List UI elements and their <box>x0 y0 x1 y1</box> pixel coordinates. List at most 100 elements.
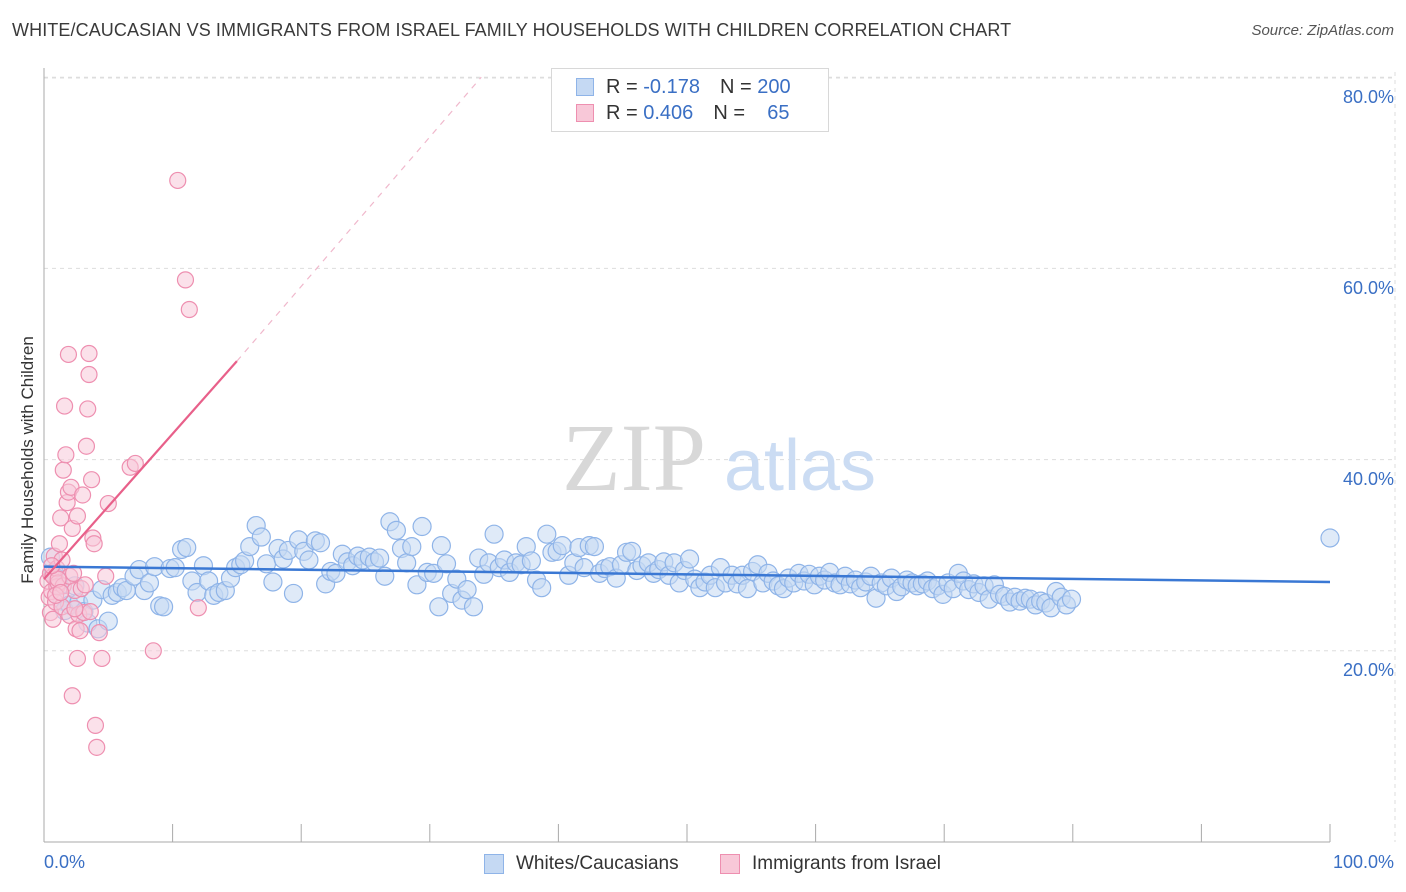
data-point-whites <box>263 572 283 592</box>
data-point-israel <box>57 446 75 464</box>
data-point-israel <box>54 461 72 479</box>
y-tick-label: 20.0% <box>1342 660 1394 680</box>
data-point-whites <box>299 550 319 570</box>
data-point-whites <box>1320 528 1340 548</box>
x-tick-label: 100.0% <box>1332 852 1394 872</box>
data-point-whites <box>424 563 444 583</box>
data-point-israel <box>79 400 97 418</box>
axes <box>43 68 1331 843</box>
data-point-whites <box>457 580 477 600</box>
y-tick-label: 80.0% <box>1342 87 1394 107</box>
data-point-israel <box>55 397 74 415</box>
r-value: 0.406 <box>643 101 694 124</box>
data-point-israel <box>71 622 89 640</box>
data-point-whites <box>153 597 174 617</box>
legend-item-whites[interactable]: Whites/Caucasians <box>484 852 679 876</box>
correlation-legend: R = -0.178 N = 200 R = 0.406 N = 65 <box>551 68 829 132</box>
data-point-whites <box>537 524 557 544</box>
data-point-whites <box>397 553 417 573</box>
data-point-israel <box>86 716 105 734</box>
data-point-whites <box>552 536 572 556</box>
r-label: R = <box>606 101 638 124</box>
data-point-whites <box>679 549 700 569</box>
data-point-whites <box>386 520 406 540</box>
r-label: R = <box>606 75 638 98</box>
data-point-israel <box>52 583 70 602</box>
legend-item-israel[interactable]: Immigrants from Israel <box>720 852 941 876</box>
series-whites-points <box>40 512 1340 639</box>
watermark-atlas: atlas <box>724 426 876 506</box>
data-point-whites <box>429 597 449 617</box>
data-point-whites <box>177 537 197 558</box>
data-point-israel <box>77 437 96 455</box>
y-tick-label: 40.0% <box>1342 469 1394 489</box>
data-point-israel <box>99 494 117 513</box>
n-value: 200 <box>757 75 791 98</box>
gridlines <box>44 72 1396 842</box>
data-point-israel <box>144 642 162 660</box>
y-tick-label: 60.0% <box>1342 278 1394 298</box>
source-label: Source: ZipAtlas.com <box>1251 22 1394 39</box>
data-point-whites <box>622 541 642 561</box>
series-israel-points <box>39 171 207 756</box>
watermark-zip: ZIP <box>562 404 706 511</box>
data-point-israel <box>44 610 62 628</box>
x-tick-label: 0.0% <box>44 852 86 872</box>
data-point-whites <box>584 536 605 557</box>
data-point-whites <box>283 583 304 604</box>
data-point-israel <box>85 535 103 553</box>
data-point-whites <box>436 554 457 574</box>
data-point-israel <box>176 271 195 289</box>
chart-title: WHITE/CAUCASIAN VS IMMIGRANTS FROM ISRAE… <box>12 20 1012 40</box>
legend-row-israel: R = 0.406 N = 65 <box>576 101 789 125</box>
data-point-whites <box>412 516 432 537</box>
data-point-israel <box>68 649 87 668</box>
data-point-israel <box>93 649 111 668</box>
pink-swatch-icon <box>720 854 740 874</box>
legend-label: Whites/Caucasians <box>516 853 679 874</box>
data-point-israel <box>50 535 69 553</box>
data-point-israel <box>88 738 106 756</box>
legend-label: Immigrants from Israel <box>752 853 941 874</box>
data-point-whites <box>1061 589 1082 609</box>
watermark: ZIP atlas <box>562 404 876 511</box>
trendline-israel-extension <box>236 76 482 362</box>
data-point-israel <box>90 624 108 642</box>
data-point-israel <box>169 171 187 190</box>
data-point-israel <box>189 599 207 617</box>
data-point-whites <box>370 548 390 568</box>
data-point-israel <box>97 567 115 585</box>
n-value: 65 <box>767 101 790 124</box>
data-point-israel <box>64 564 83 582</box>
data-point-israel <box>73 486 92 504</box>
pink-swatch-icon <box>576 104 594 122</box>
legend-row-whites: R = -0.178 N = 200 <box>576 75 791 99</box>
n-label: N = <box>713 101 745 124</box>
data-point-israel <box>82 471 101 489</box>
data-point-whites <box>251 527 271 547</box>
data-point-whites <box>139 573 160 593</box>
trendlines <box>43 76 1331 584</box>
data-point-israel <box>126 454 144 473</box>
data-point-whites <box>402 536 422 557</box>
data-point-israel <box>180 300 198 319</box>
data-point-whites <box>484 524 504 544</box>
data-point-israel <box>80 365 98 384</box>
data-point-israel <box>52 509 70 527</box>
data-point-israel <box>59 345 78 364</box>
data-point-israel <box>63 687 81 705</box>
data-point-israel <box>76 576 94 594</box>
data-point-israel <box>80 344 98 363</box>
data-point-israel <box>81 603 99 621</box>
data-point-whites <box>310 533 331 553</box>
blue-swatch-icon <box>484 854 504 874</box>
data-point-whites <box>521 551 541 571</box>
data-point-israel <box>66 600 84 618</box>
blue-swatch-icon <box>576 78 594 96</box>
data-point-whites <box>407 575 427 595</box>
trendline-israel <box>43 360 238 580</box>
y-axis-label: Family Households with Children <box>18 336 37 584</box>
trendline-whites <box>43 565 1331 584</box>
data-point-israel <box>68 507 87 525</box>
